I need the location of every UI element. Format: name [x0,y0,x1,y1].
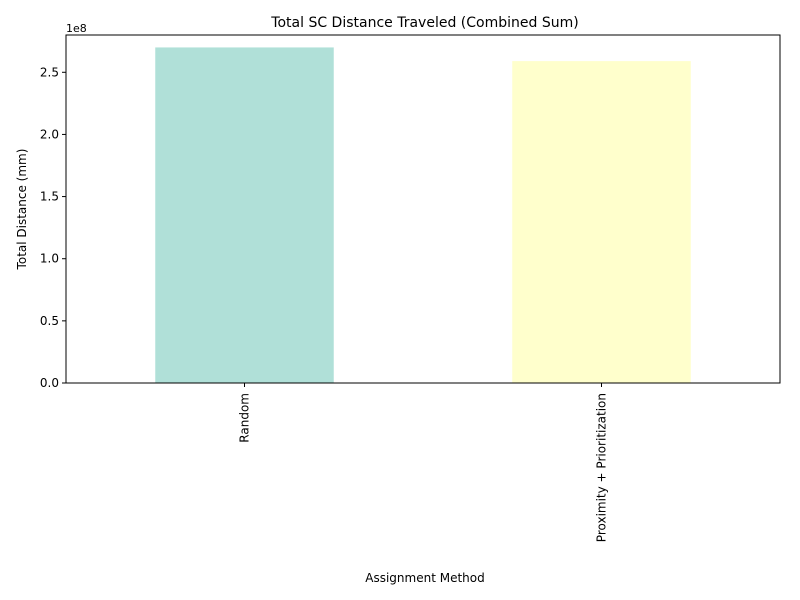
y-axis-label: Total Distance (mm) [15,149,29,271]
y-tick-label: 1.5 [40,190,59,204]
chart-title: Total SC Distance Traveled (Combined Sum… [270,15,578,31]
y-tick-label: 0.0 [40,376,59,390]
plot-frame [65,34,781,384]
y-tick-label: 1.0 [40,252,59,266]
y-tick-label: 2.0 [40,127,59,141]
y-axis-ticks: 0.0 0.5 1.0 1.5 2.0 2.5 [40,65,66,390]
x-tick-label: Proximity + Prioritization [595,393,609,542]
y-tick-label: 0.5 [40,314,59,328]
x-axis-label: Assignment Method [365,571,484,585]
y-axis-offset-label: 1e8 [66,22,87,35]
bar-0 [155,47,334,384]
x-axis-ticks: Random Proximity + Prioritization [238,383,609,542]
bars [155,47,691,384]
bar-1 [512,61,691,383]
x-tick-label: Random [238,393,252,443]
y-tick-label: 2.5 [40,65,59,79]
